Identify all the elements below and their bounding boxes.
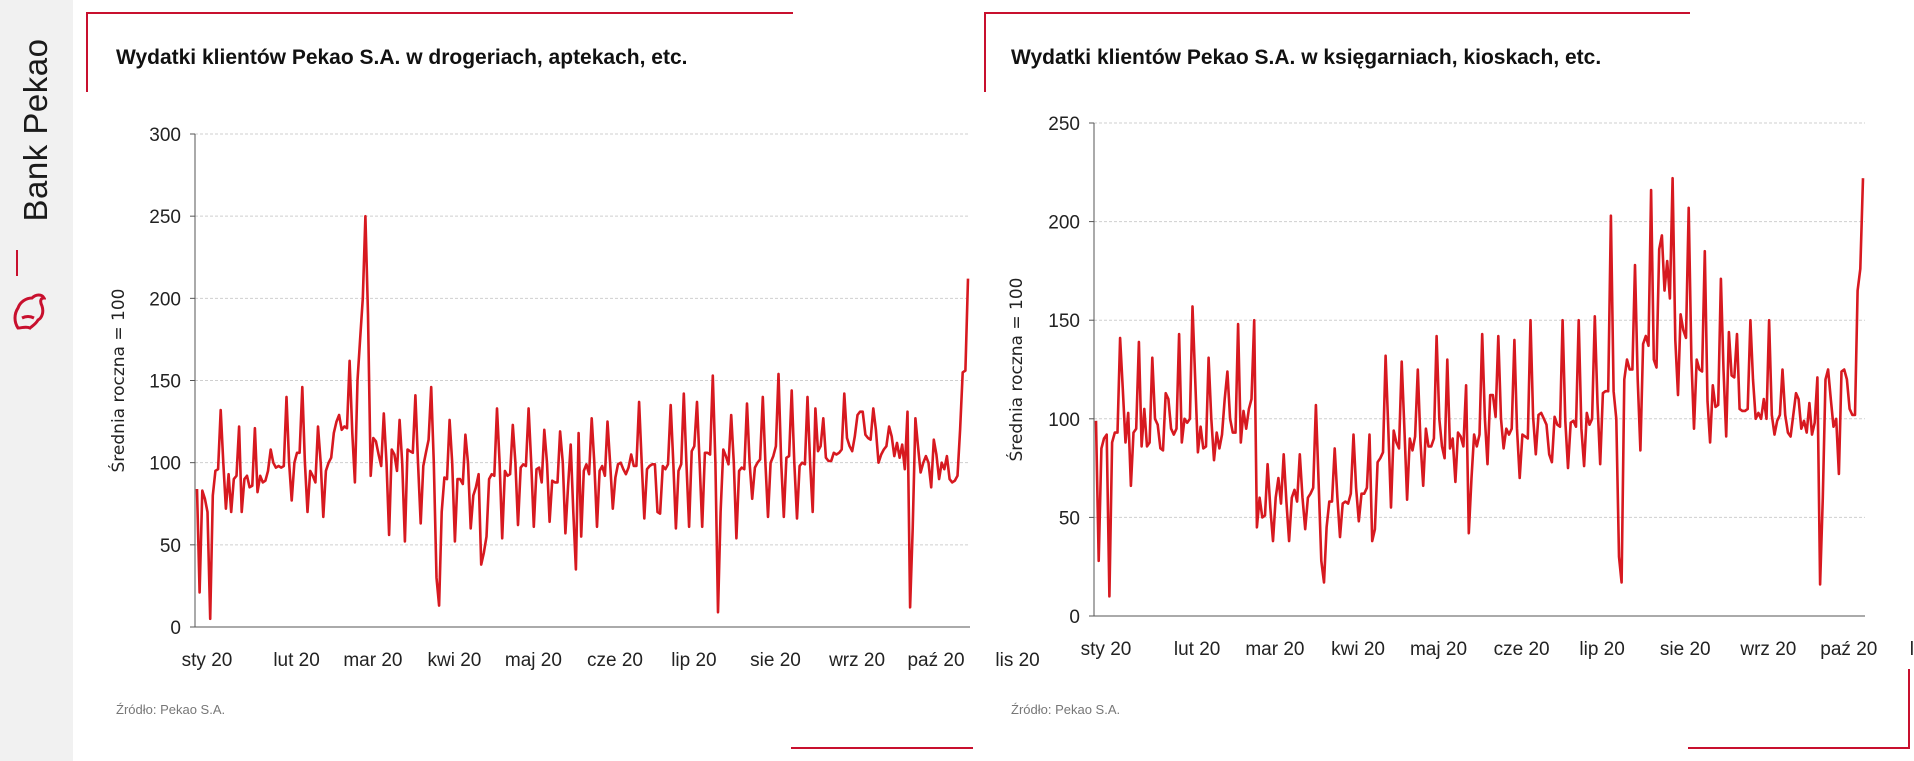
x-tick-label: kwi 20 [428, 650, 482, 671]
x-tick-label: mar 20 [1245, 639, 1304, 660]
x-tick-label: cze 20 [587, 650, 643, 671]
x-tick-label: paź 20 [1820, 639, 1877, 660]
y-axis-label: Średnia roczna = 100 [1005, 278, 1027, 462]
brand-separator [16, 250, 18, 276]
series-line [1094, 176, 1865, 598]
x-tick-label: sie 20 [750, 650, 801, 671]
x-tick-label: lip 20 [671, 650, 716, 671]
y-tick-label: 250 [149, 207, 181, 228]
source-note: Źródło: Pekao S.A. [116, 702, 226, 717]
x-tick-label: lip 20 [1579, 639, 1624, 660]
y-tick-label: 300 [149, 125, 181, 146]
frame-line [1688, 747, 1910, 749]
y-tick-label: 100 [149, 454, 181, 475]
series-line [195, 214, 970, 621]
frame-line [1908, 669, 1910, 749]
x-tick-label: sie 20 [1660, 639, 1711, 660]
y-tick-label: 150 [149, 372, 181, 393]
x-tick-label: lut 20 [273, 650, 319, 671]
x-tick-label: wrz 20 [1739, 639, 1796, 660]
frame-line [984, 12, 1690, 14]
x-tick-label: lut 20 [1174, 639, 1220, 660]
y-tick-label: 0 [170, 618, 181, 639]
x-tick-label: kwi 20 [1331, 639, 1385, 660]
eagle-icon [13, 293, 46, 330]
x-tick-label: lis 20 [995, 650, 1039, 671]
y-tick-label: 250 [1048, 114, 1080, 135]
y-tick-label: 50 [160, 536, 181, 557]
frame-line [791, 747, 973, 749]
chart-title: Wydatki klientów Pekao S.A. w księgarnia… [1011, 46, 1602, 69]
y-tick-label: 50 [1059, 508, 1080, 529]
frame-line [86, 12, 793, 14]
y-tick-label: 200 [1048, 213, 1080, 234]
y-tick-label: 200 [149, 289, 181, 310]
x-tick-label: lis 20 [1910, 639, 1914, 660]
y-tick-label: 0 [1069, 607, 1080, 628]
y-tick-label: 150 [1048, 311, 1080, 332]
y-axis-label: Średnia roczna = 100 [107, 289, 129, 473]
x-tick-label: maj 20 [505, 650, 562, 671]
x-tick-label: maj 20 [1410, 639, 1467, 660]
sidebar: Bank Pekao [0, 0, 73, 761]
frame-line [984, 12, 986, 92]
chart-title: Wydatki klientów Pekao S.A. w drogeriach… [116, 46, 688, 69]
y-tick-label: 100 [1048, 410, 1080, 431]
x-tick-label: cze 20 [1494, 639, 1550, 660]
source-note: Źródło: Pekao S.A. [1011, 702, 1121, 717]
x-tick-label: paź 20 [907, 650, 964, 671]
x-tick-label: sty 20 [182, 650, 233, 671]
frame-line [86, 12, 88, 92]
x-tick-label: mar 20 [343, 650, 402, 671]
x-tick-label: sty 20 [1081, 639, 1132, 660]
x-tick-label: wrz 20 [828, 650, 885, 671]
